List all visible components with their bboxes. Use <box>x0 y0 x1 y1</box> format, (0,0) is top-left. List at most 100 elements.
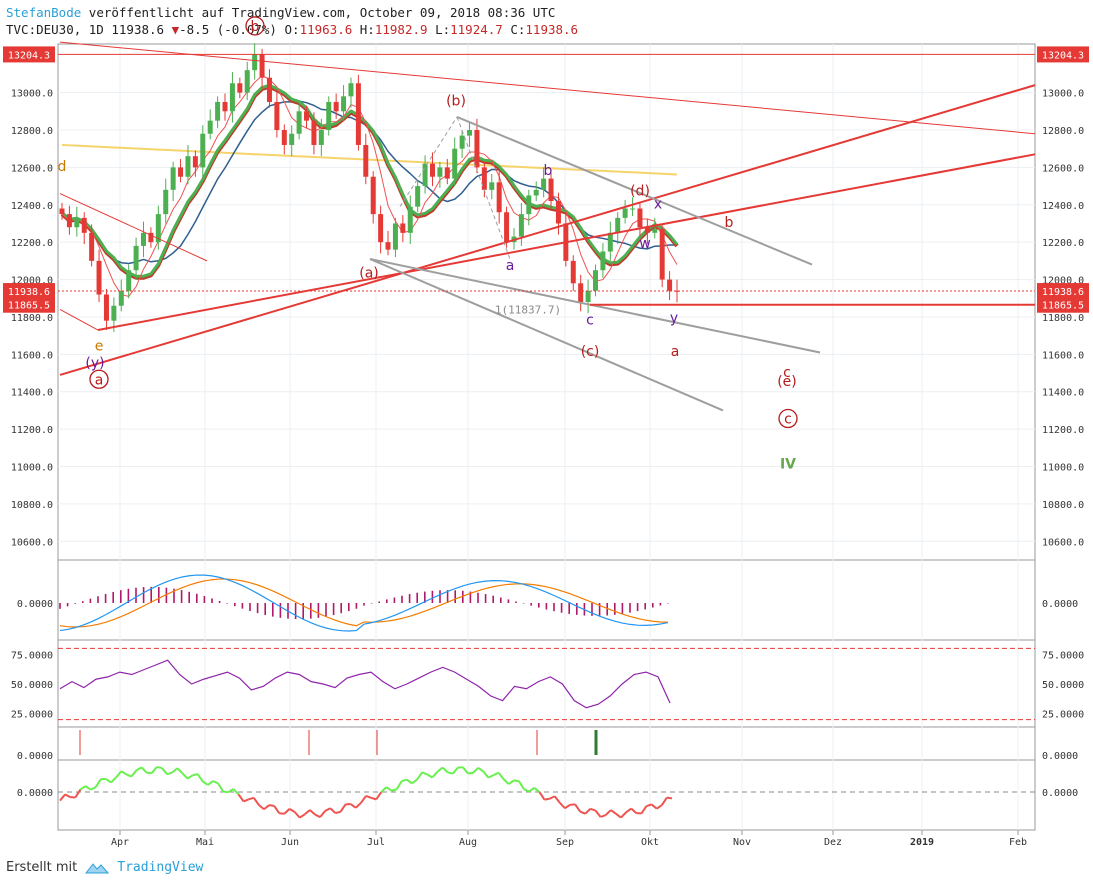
wave-label-0: b <box>251 19 260 35</box>
osc-seg-38 <box>248 796 255 801</box>
osc-seg-12 <box>115 770 122 779</box>
ind-tick-right-osc: 0.0000 <box>1042 788 1078 799</box>
x-tick-label-Okt: Okt <box>641 837 659 848</box>
osc-seg-83 <box>477 767 484 773</box>
y-tick-right-11800: 11800.0 <box>1042 313 1084 324</box>
osc-seg-59 <box>355 802 362 809</box>
wave-label-15: (y) <box>85 355 104 371</box>
y-tick-right-12400: 12400.0 <box>1042 201 1084 212</box>
candle-body-34 <box>311 120 317 145</box>
x-tick-label-Sep: Sep <box>556 837 574 848</box>
candle-body-63 <box>526 195 532 215</box>
osc-seg-16 <box>136 766 143 772</box>
osc-seg-55 <box>335 810 341 815</box>
candle-body-40 <box>355 83 361 145</box>
indicator-panes[interactable] <box>58 574 1035 819</box>
osc-seg-56 <box>339 803 347 813</box>
osc-seg-51 <box>314 813 321 818</box>
osc-seg-10 <box>105 778 112 784</box>
wave-label-1: (b) <box>446 94 466 110</box>
osc-seg-17 <box>140 766 148 774</box>
osc-seg-69 <box>406 778 413 785</box>
osc-seg-92 <box>523 788 530 793</box>
ma-green-overlay <box>61 83 679 278</box>
osc-seg-80 <box>462 766 469 775</box>
low-label: L: <box>435 22 451 37</box>
low-value: 11924.7 <box>450 22 503 37</box>
ind-tick-left-rsi-75: 75.0000 <box>11 650 53 661</box>
candle-body-59 <box>496 182 502 213</box>
candle-body-82 <box>667 279 673 291</box>
wave-path-1 <box>399 116 458 207</box>
candle-body-75 <box>615 217 621 233</box>
price-tag-left-1 <box>3 283 55 300</box>
y-tick-right-12000: 12000.0 <box>1042 276 1084 287</box>
y-tick-left-12800: 12800.0 <box>11 126 53 137</box>
y-tick-left-12600: 12600.0 <box>11 163 53 174</box>
price-axes: 10600.0 10600.0 10800.0 10800.0 11000.0 11000… <box>3 46 1089 799</box>
wave-label-7: w <box>639 236 650 252</box>
trendline-early <box>59 193 208 262</box>
osc-seg-98 <box>553 795 561 804</box>
y-tick-left-12200: 12200.0 <box>11 238 53 249</box>
wave-label-18: (e) <box>777 374 797 390</box>
osc-seg-11 <box>110 776 117 784</box>
tradingview-brand-link[interactable]: TradingView <box>117 860 204 875</box>
wave-circle-16 <box>89 369 109 389</box>
header-line-2: TVC:DEU30, 1D 11938.6 ▼-8.5 (-0.07%) O:1… <box>6 21 578 38</box>
osc-seg-42 <box>268 804 275 807</box>
price-tag-left-2 <box>3 296 55 313</box>
channel-lower <box>369 258 724 412</box>
candle-body-37 <box>333 101 339 112</box>
candle-body-80 <box>652 229 658 233</box>
candle-body-72 <box>592 270 598 291</box>
candle-body-57 <box>481 167 487 190</box>
candle-body-14 <box>163 189 169 215</box>
candle-body-30 <box>281 130 287 145</box>
high-value: 11982.9 <box>374 22 428 37</box>
osc-seg-25 <box>181 772 189 780</box>
channel-upper <box>456 115 813 266</box>
rsi-line <box>59 659 671 709</box>
x-tick-label-Apr: Apr <box>111 837 129 848</box>
candle-body-39 <box>348 83 354 97</box>
osc-seg-7 <box>90 786 97 791</box>
candle-body-49 <box>422 163 428 187</box>
candle-body-8 <box>118 290 124 306</box>
osc-seg-49 <box>304 809 311 816</box>
osc-seg-74 <box>431 771 439 779</box>
osc-seg-66 <box>391 788 397 792</box>
chart-header: StefanBode veröffentlicht auf TradingVie… <box>6 4 578 38</box>
candle-body-7 <box>111 305 117 321</box>
candle-body-1 <box>66 214 72 228</box>
price-tag-left-label-0: 13204.3 <box>8 50 50 61</box>
osc-seg-71 <box>416 771 423 781</box>
wave-label-8: b <box>725 215 734 231</box>
author-link[interactable]: StefanBode <box>6 5 82 20</box>
y-tick-left-11400: 11400.0 <box>11 388 53 399</box>
macd-signal-line <box>59 578 669 628</box>
osc-seg-24 <box>176 767 184 774</box>
candle-body-79 <box>644 227 650 233</box>
macd-line <box>59 574 669 632</box>
pane-frames <box>57 43 1036 831</box>
last-price: 11938.6 <box>111 22 165 37</box>
osc-seg-26 <box>186 774 194 780</box>
candle-body-21 <box>215 101 221 121</box>
osc-seg-68 <box>401 778 408 783</box>
time-axis[interactable]: Apr Mai Jun Jul Aug Sep Okt Nov Dez 2019 Feb <box>111 830 1027 848</box>
symbol-label[interactable]: TVC:DEU30, 1D <box>6 22 104 37</box>
osc-seg-27 <box>192 773 198 777</box>
candle-body-81 <box>659 229 665 280</box>
wave-label-6: x <box>654 197 662 213</box>
candle-body-26 <box>252 54 258 71</box>
ind-tick-left-macd: 0.0000 <box>17 599 53 610</box>
ind-tick-right-rsi-25: 25.0000 <box>1042 710 1084 721</box>
osc-seg-75 <box>436 766 444 773</box>
open-value: 11963.6 <box>299 22 353 37</box>
wave-circle-0 <box>245 16 265 36</box>
osc-seg-108 <box>605 809 612 816</box>
wave-label-11: (c) <box>581 344 600 360</box>
